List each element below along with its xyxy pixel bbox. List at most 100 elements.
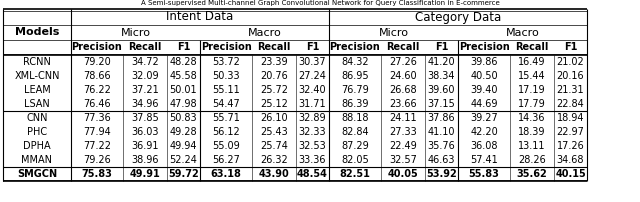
Text: 53.72: 53.72	[212, 57, 240, 67]
Text: 49.94: 49.94	[170, 141, 197, 151]
Text: 47.98: 47.98	[170, 99, 197, 109]
Text: Precision: Precision	[72, 42, 122, 53]
Text: F1: F1	[306, 42, 319, 53]
Text: 14.36: 14.36	[518, 113, 546, 123]
Text: 39.86: 39.86	[470, 57, 498, 67]
Text: Recall: Recall	[257, 42, 291, 53]
Text: Macro: Macro	[248, 27, 282, 38]
Text: 42.20: 42.20	[470, 127, 498, 137]
Text: 38.34: 38.34	[428, 71, 455, 81]
Text: 35.62: 35.62	[516, 169, 547, 179]
Text: 36.03: 36.03	[131, 127, 159, 137]
Text: 31.71: 31.71	[299, 99, 326, 109]
Text: 28.26: 28.26	[518, 155, 546, 165]
Text: 32.53: 32.53	[299, 141, 326, 151]
Text: 76.22: 76.22	[83, 85, 111, 95]
Text: A Semi-supervised Multi-channel Graph Convolutional Network for Query Classifica: A Semi-supervised Multi-channel Graph Co…	[141, 0, 499, 6]
Text: 32.89: 32.89	[299, 113, 326, 123]
Text: 34.68: 34.68	[557, 155, 584, 165]
Text: 38.96: 38.96	[131, 155, 159, 165]
Text: 55.83: 55.83	[468, 169, 499, 179]
Text: 32.09: 32.09	[131, 71, 159, 81]
Text: 53.92: 53.92	[426, 169, 457, 179]
Text: CNN: CNN	[26, 113, 48, 123]
Text: 22.49: 22.49	[389, 141, 417, 151]
Text: 36.08: 36.08	[470, 141, 498, 151]
Text: 59.72: 59.72	[168, 169, 199, 179]
Text: F1: F1	[435, 42, 448, 53]
Text: 39.60: 39.60	[428, 85, 455, 95]
Text: 78.66: 78.66	[83, 71, 111, 81]
Text: Models: Models	[15, 27, 59, 37]
Text: 32.33: 32.33	[299, 127, 326, 137]
Text: 88.18: 88.18	[341, 113, 369, 123]
Text: 37.85: 37.85	[131, 113, 159, 123]
Text: XML-CNN: XML-CNN	[14, 71, 60, 81]
Text: 17.26: 17.26	[557, 141, 584, 151]
Text: 82.05: 82.05	[341, 155, 369, 165]
Text: 27.24: 27.24	[299, 71, 326, 81]
Text: 36.91: 36.91	[131, 141, 159, 151]
Text: 13.11: 13.11	[518, 141, 546, 151]
Text: 24.60: 24.60	[389, 71, 417, 81]
Text: F1: F1	[177, 42, 190, 53]
Text: 22.84: 22.84	[557, 99, 584, 109]
Text: 79.20: 79.20	[83, 57, 111, 67]
Text: 25.72: 25.72	[260, 85, 288, 95]
Text: 86.95: 86.95	[341, 71, 369, 81]
Text: PHC: PHC	[27, 127, 47, 137]
Text: 43.90: 43.90	[259, 169, 289, 179]
Text: 22.97: 22.97	[557, 127, 584, 137]
Text: 24.11: 24.11	[389, 113, 417, 123]
Text: Intent Data: Intent Data	[166, 11, 234, 23]
Text: MMAN: MMAN	[22, 155, 52, 165]
Text: 40.50: 40.50	[470, 71, 498, 81]
Text: 33.36: 33.36	[299, 155, 326, 165]
Text: Recall: Recall	[128, 42, 162, 53]
Text: 27.26: 27.26	[389, 57, 417, 67]
Text: 37.15: 37.15	[428, 99, 456, 109]
Text: 26.32: 26.32	[260, 155, 288, 165]
Text: 86.39: 86.39	[341, 99, 369, 109]
Text: Category Data: Category Data	[415, 11, 501, 23]
Text: 18.39: 18.39	[518, 127, 546, 137]
Text: 77.94: 77.94	[83, 127, 111, 137]
Text: SMGCN: SMGCN	[17, 169, 57, 179]
Text: Precision: Precision	[330, 42, 380, 53]
Text: RCNN: RCNN	[23, 57, 51, 67]
Text: 55.71: 55.71	[212, 113, 240, 123]
Text: F1: F1	[564, 42, 577, 53]
Text: 25.12: 25.12	[260, 99, 288, 109]
Text: 46.63: 46.63	[428, 155, 455, 165]
Text: 40.05: 40.05	[388, 169, 419, 179]
Text: 34.96: 34.96	[131, 99, 159, 109]
Text: 26.10: 26.10	[260, 113, 288, 123]
Text: 32.40: 32.40	[299, 85, 326, 95]
Text: 20.16: 20.16	[557, 71, 584, 81]
Text: 56.12: 56.12	[212, 127, 240, 137]
Text: 63.18: 63.18	[211, 169, 241, 179]
Text: 40.15: 40.15	[555, 169, 586, 179]
Text: 35.76: 35.76	[428, 141, 456, 151]
Text: 30.37: 30.37	[299, 57, 326, 67]
Text: Macro: Macro	[506, 27, 540, 38]
Text: 39.27: 39.27	[470, 113, 498, 123]
Text: 21.02: 21.02	[557, 57, 584, 67]
Text: 50.33: 50.33	[212, 71, 240, 81]
Text: 48.54: 48.54	[297, 169, 328, 179]
Text: 25.74: 25.74	[260, 141, 288, 151]
Text: 55.11: 55.11	[212, 85, 240, 95]
Text: 77.36: 77.36	[83, 113, 111, 123]
Text: LEAM: LEAM	[24, 85, 51, 95]
Text: 15.44: 15.44	[518, 71, 546, 81]
Text: 21.31: 21.31	[557, 85, 584, 95]
Text: 45.58: 45.58	[170, 71, 197, 81]
Text: 56.27: 56.27	[212, 155, 240, 165]
Text: 26.68: 26.68	[389, 85, 417, 95]
Text: Micro: Micro	[378, 27, 408, 38]
Text: 50.83: 50.83	[170, 113, 197, 123]
Text: 27.33: 27.33	[389, 127, 417, 137]
Text: 57.41: 57.41	[470, 155, 498, 165]
Text: 55.09: 55.09	[212, 141, 240, 151]
Text: Micro: Micro	[120, 27, 150, 38]
